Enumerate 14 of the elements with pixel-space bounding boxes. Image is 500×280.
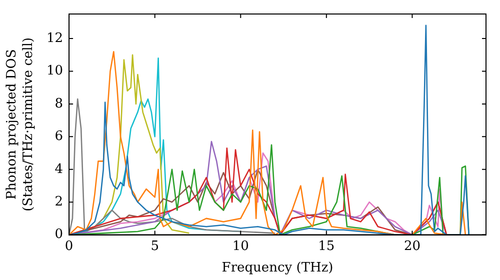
y-tick-label: 10 [46,64,64,79]
y-tick-label: 0 [54,227,64,242]
y-tick-label: 4 [54,162,64,177]
x-tick-label: 0 [64,238,74,254]
x-axis-title: Frequency (THz) [222,260,334,276]
y-axis-title: Phonon projected DOS (States/THz·primitive cell) [4,37,36,212]
x-tick-label: 20 [404,238,420,254]
y-tick-label: 2 [54,194,64,210]
y-tick-label: 6 [54,129,64,144]
x-tick-label: 10 [232,238,249,254]
y-tick-label: 12 [46,30,64,46]
x-tick-label: 5 [150,238,159,254]
x-tick-label: 15 [318,238,335,254]
y-tick-label: 8 [54,96,64,112]
